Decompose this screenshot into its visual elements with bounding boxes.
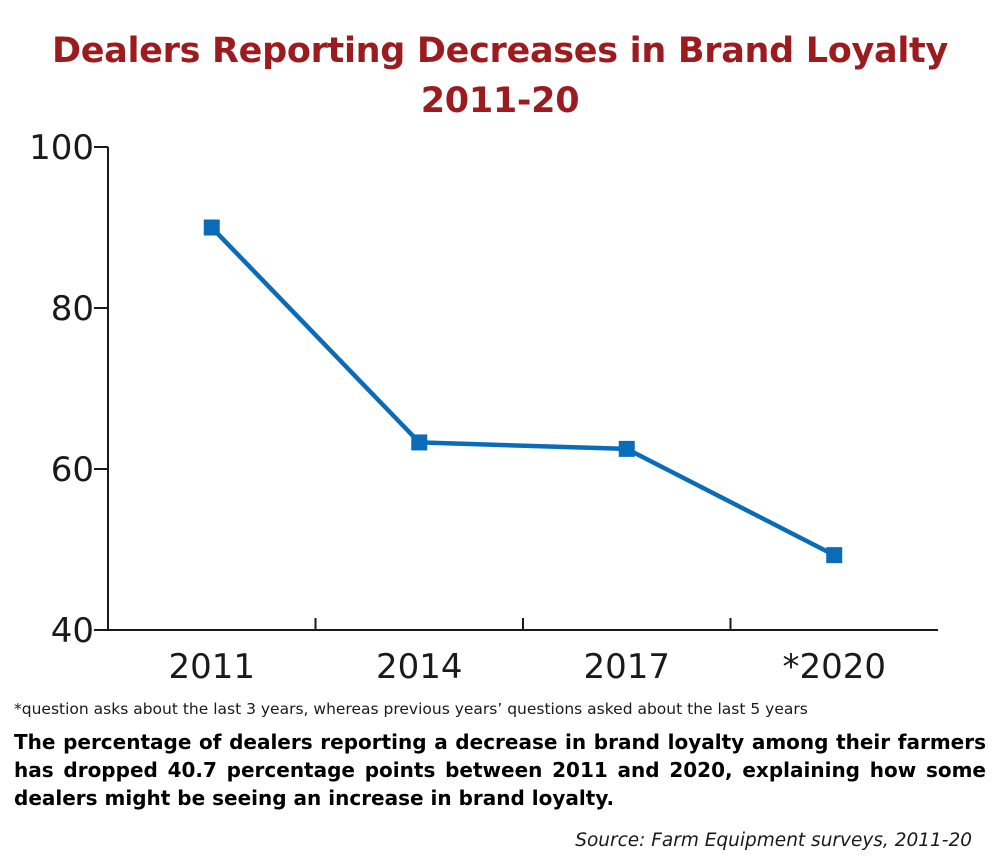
chart-title: Dealers Reporting Decreases in Brand Loy…: [0, 26, 1000, 126]
data-point-2020: [826, 547, 843, 564]
chart-title-line-2: 2011-20: [420, 81, 580, 121]
data-point-2011: [203, 219, 220, 236]
line-chart: 100 80 60 40 2011 2014 2017 *2020: [29, 128, 938, 687]
x-tick-label: 2017: [583, 647, 670, 687]
x-tick-label: *2020: [782, 647, 886, 687]
y-tick-label: 40: [51, 611, 94, 651]
y-tick-label: 100: [29, 128, 94, 168]
chart-axes: [107, 147, 938, 631]
x-tick-label: 2014: [376, 647, 463, 687]
data-point-2017: [618, 440, 635, 457]
y-tick-label: 60: [51, 450, 94, 490]
x-tick-label: 2011: [168, 647, 255, 687]
caption: The percentage of dealers reporting a de…: [14, 730, 986, 810]
footnote: *question asks about the last 3 years, w…: [14, 700, 808, 718]
x-axis-ticks: 2011 2014 2017 *2020: [168, 618, 886, 687]
chart-title-line-1: Dealers Reporting Decreases in Brand Loy…: [51, 31, 949, 71]
data-point-2014: [411, 434, 428, 451]
series-line: [210, 225, 836, 558]
series-group: [203, 219, 843, 564]
y-axis-ticks: 100 80 60 40: [29, 128, 108, 651]
source-note: Source: Farm Equipment surveys, 2011-20: [575, 830, 972, 851]
y-tick-label: 80: [51, 289, 94, 329]
